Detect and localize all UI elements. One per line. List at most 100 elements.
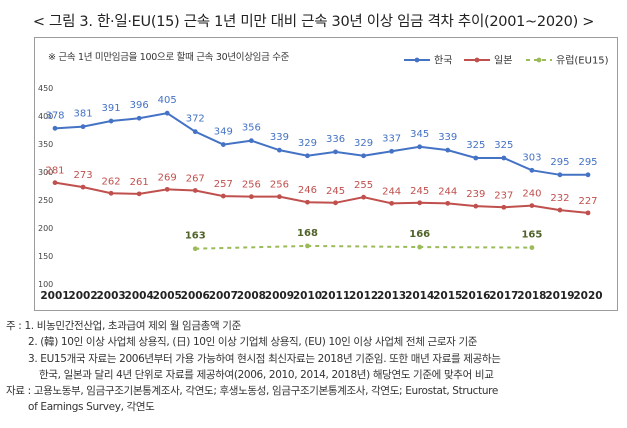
data-label: 325	[466, 140, 485, 151]
data-label: 256	[270, 180, 289, 191]
data-label: 303	[522, 152, 541, 163]
data-point	[557, 207, 563, 213]
data-point	[501, 155, 507, 161]
x-tick-label: 2009	[265, 290, 294, 302]
note-1: 주 : 1. 비농민간전산업, 초과급여 제외 월 임금총액 기준	[6, 320, 241, 332]
data-point	[585, 210, 591, 216]
data-point	[473, 155, 479, 161]
data-point	[305, 153, 310, 159]
y-axis: 100 150 200 250 300 350 400 450	[38, 84, 53, 289]
x-tick-label: 2018	[517, 290, 546, 302]
data-point	[80, 124, 86, 130]
y-tick-label: 400	[38, 112, 53, 121]
x-tick-label: 2010	[293, 290, 322, 302]
data-label: 396	[130, 100, 149, 111]
data-label: 245	[326, 186, 345, 197]
data-point	[333, 149, 338, 155]
data-label: 237	[494, 190, 513, 201]
y-tick-label: 300	[38, 168, 53, 177]
data-point	[136, 191, 142, 197]
legend: 한국 일본 유럽(EU15)	[404, 55, 609, 67]
data-label: 337	[382, 133, 401, 144]
data-point	[52, 180, 58, 186]
data-label: 227	[578, 196, 597, 207]
data-label: 257	[214, 179, 233, 190]
data-point	[277, 147, 282, 153]
data-point	[136, 115, 142, 121]
data-label: 245	[410, 186, 429, 197]
x-tick-label: 2013	[377, 290, 406, 302]
series-2: 163 168 166 165	[185, 228, 542, 252]
data-point	[52, 125, 58, 131]
data-point	[361, 153, 366, 159]
data-label: 244	[438, 186, 457, 197]
data-point	[417, 244, 423, 250]
data-label: 246	[298, 185, 317, 196]
note-3-cont: 한국, 일본과 달리 4년 단위로 자료를 제공하여(2006, 2010, 2…	[39, 368, 494, 381]
data-point	[164, 110, 170, 116]
y-tick-label: 200	[38, 224, 53, 233]
data-label: 329	[354, 138, 373, 149]
data-point	[248, 138, 254, 144]
legend-item-0: 한국	[404, 55, 452, 67]
data-label: 325	[494, 140, 513, 151]
x-tick-label: 2017	[489, 290, 518, 302]
plot-area: 378 381 391 396 405 372 349 356 339 329 336 329 337 3…	[45, 95, 598, 252]
x-tick-label: 2003	[96, 290, 125, 302]
data-point	[557, 172, 563, 178]
data-label: 345	[410, 129, 429, 140]
y-tick-label: 250	[38, 196, 53, 205]
data-point	[192, 129, 198, 135]
data-label: 405	[158, 95, 177, 106]
data-label: 378	[45, 110, 64, 121]
data-point	[108, 118, 114, 124]
data-point	[417, 200, 423, 206]
data-point	[248, 194, 254, 200]
data-point	[277, 194, 282, 200]
data-point	[192, 246, 198, 252]
data-point	[445, 147, 451, 153]
x-tick-label: 2002	[68, 290, 97, 302]
note-2: 2. (韓) 10인 이상 사업체 상용직, (日) 10인 이상 기업체 상용…	[28, 336, 478, 349]
note-3: 3. EU15개국 자료는 2006년부터 가용 가능하여 현시점 최신자료는 …	[28, 352, 501, 365]
data-label: 336	[326, 134, 345, 145]
y-tick-label: 350	[38, 140, 53, 149]
series-0: 378 381 391 396 405 372 349 356 339 329 336 329 337 3…	[45, 95, 598, 178]
x-tick-label: 2006	[181, 290, 210, 302]
x-tick-label: 2004	[125, 290, 154, 302]
data-point	[192, 188, 198, 193]
data-label: 255	[354, 180, 373, 191]
x-tick-label: 2007	[209, 290, 238, 302]
data-point	[361, 194, 366, 200]
legend-item-1: 일본	[464, 55, 512, 67]
data-point	[220, 142, 226, 147]
data-label: 381	[74, 109, 93, 120]
data-label: 256	[242, 180, 261, 191]
data-label: 339	[270, 132, 289, 143]
chart-subtitle: ※ 근속 1년 미만임금을 100으로 할때 근속 30년이상임금 수준	[48, 51, 290, 63]
x-tick-label: 2008	[237, 290, 266, 302]
x-tick-label: 2011	[321, 290, 350, 302]
series-1: 281 273 262 261 269 267 257 256 256 246 245 255 244 2…	[45, 166, 598, 216]
y-tick-label: 100	[38, 280, 53, 289]
series-line	[54, 181, 589, 214]
data-point	[389, 200, 395, 206]
data-label: 244	[382, 186, 401, 197]
x-tick-label: 2016	[461, 290, 490, 302]
data-label: 168	[297, 228, 318, 239]
data-point	[529, 245, 535, 251]
data-label: 166	[409, 229, 430, 240]
data-label: 262	[102, 176, 121, 187]
x-tick-label: 2019	[545, 290, 574, 302]
legend-marker	[474, 57, 480, 63]
source-2: of Earnings Survey, 각연도	[28, 401, 155, 414]
footnotes: 주 : 1. 비농민간전산업, 초과급여 제외 월 임금총액 기준 2. (韓)…	[6, 318, 621, 416]
data-label: 267	[186, 173, 205, 184]
data-point	[501, 204, 507, 210]
data-point	[108, 190, 114, 196]
series-line	[54, 112, 588, 176]
data-point	[220, 193, 226, 199]
legend-item-2: 유럽(EU15)	[526, 55, 609, 67]
data-label: 329	[298, 138, 317, 149]
data-point	[585, 172, 591, 178]
